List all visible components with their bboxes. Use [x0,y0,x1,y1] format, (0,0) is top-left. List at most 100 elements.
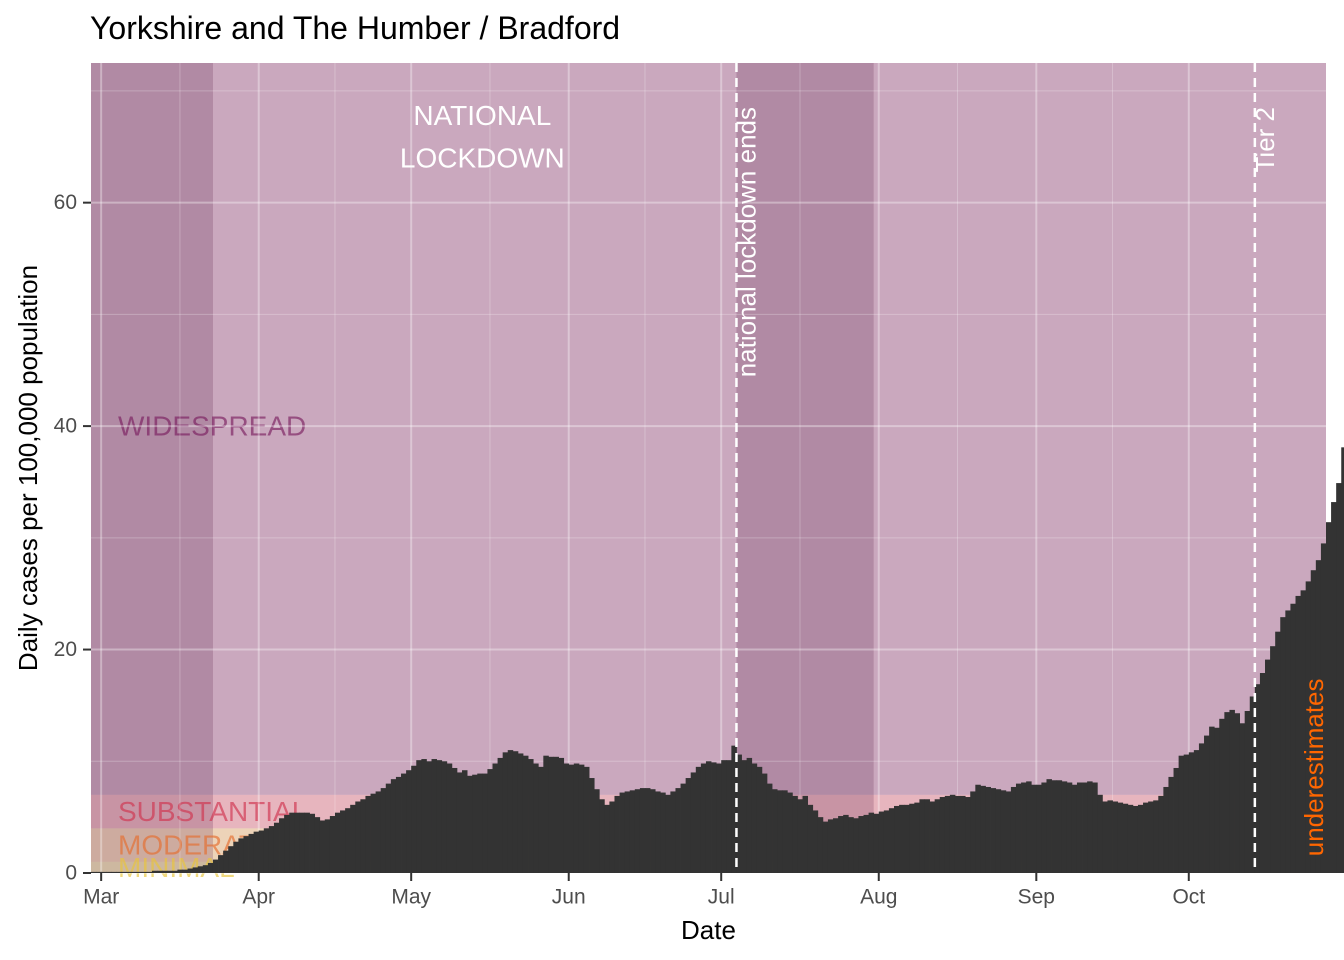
x-tick-label: Oct [1172,886,1205,909]
bar [1239,723,1246,873]
bar [878,811,885,873]
bar [1178,755,1185,873]
bar [1066,782,1073,873]
bar [345,808,351,873]
bar [578,764,585,873]
bar [233,841,239,873]
bar [162,870,168,873]
band-label-widespread: WIDESPREAD [118,411,306,442]
plot-panel [91,63,1326,873]
bar [787,792,793,873]
bar [1254,684,1261,873]
bar [218,855,224,873]
x-tick-label: Aug [860,886,897,909]
bar [1265,659,1271,873]
bar [1285,610,1291,873]
bar [1219,718,1225,873]
bar [1056,780,1063,873]
bar [462,770,468,873]
bar [716,763,722,873]
bar [1198,743,1205,873]
bar [1082,782,1088,873]
y-axis-title: Daily cases per 100,000 population [13,265,43,671]
bar [1249,696,1256,873]
y-tick-label: 0 [65,862,77,885]
bar [563,763,570,873]
bar [223,850,229,873]
bar [1026,781,1032,873]
bar [406,770,412,873]
bar [807,804,814,873]
bar [1280,617,1286,873]
bar [1224,712,1230,873]
bar [1341,447,1344,873]
bar [101,871,107,873]
bar [980,785,986,873]
bar [1214,727,1220,873]
bar [990,788,997,873]
bar [1092,782,1098,873]
bar [314,817,321,873]
y-tick-label: 20 [54,638,77,661]
bar [766,783,773,873]
bar [375,791,382,873]
bar [395,776,402,873]
bar [309,813,316,873]
bar [1137,804,1144,873]
bar [827,819,834,873]
bar [1153,800,1159,873]
bar [258,830,265,873]
bar [1300,590,1307,873]
bar [355,801,361,873]
bar [1275,631,1281,873]
bar [726,760,732,873]
x-tick-label: Jun [552,886,586,909]
bar [822,821,829,873]
bar [665,794,671,873]
bar [380,788,387,873]
bar [863,814,869,873]
bar [985,786,991,873]
bar [528,759,534,873]
bar [253,831,260,873]
bar [599,799,605,873]
bar [441,761,448,873]
bar [365,795,371,873]
bar [131,871,138,873]
bar [1036,784,1042,873]
bar [1315,560,1322,873]
bar [700,763,707,873]
bar [319,820,326,873]
bar [746,757,753,873]
bar [482,773,488,873]
bar [553,756,559,873]
bar [416,760,422,873]
bar [1244,711,1251,873]
event-lines: national lockdown ends Tier 2 [731,63,1280,873]
bar [838,816,844,873]
shaded-period-2 [736,63,874,873]
bar [670,791,676,873]
x-tick-label: Apr [242,886,275,909]
bar [843,814,849,873]
bar [284,814,290,873]
bar [1148,801,1154,873]
bar [934,799,941,873]
bar [385,783,392,873]
bar [741,760,748,873]
bar [954,795,961,873]
vline-label-2: Tier 2 [1250,107,1280,173]
bar [944,795,951,873]
bar [919,799,925,873]
axes: 0 20 40 60 Mar Apr May Jun Jul Aug Sep Oct Date Daily… [13,191,1205,945]
bar [772,789,778,873]
bar [472,774,478,873]
bar [197,866,204,873]
bar [157,870,163,873]
bar [1229,709,1235,873]
bar [594,789,600,873]
bar [96,871,102,873]
bar [675,788,681,873]
